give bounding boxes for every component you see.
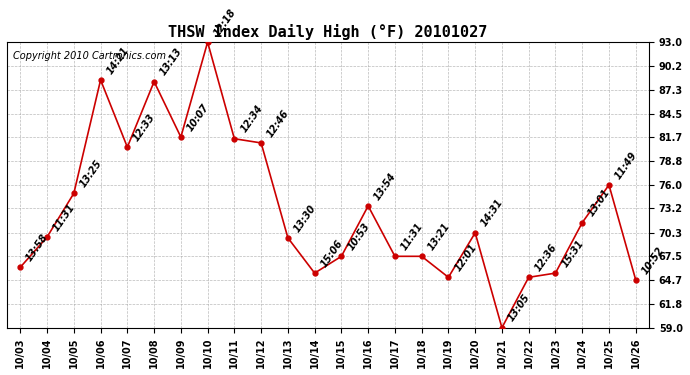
Text: 11:31: 11:31 (51, 202, 77, 233)
Title: THSW Index Daily High (°F) 20101027: THSW Index Daily High (°F) 20101027 (168, 24, 488, 40)
Text: 12:33: 12:33 (132, 112, 157, 143)
Text: 10:53: 10:53 (346, 221, 371, 252)
Text: 12:18: 12:18 (212, 7, 237, 38)
Text: 12:46: 12:46 (265, 108, 291, 139)
Text: 12:34: 12:34 (239, 104, 264, 135)
Text: 13:13: 13:13 (158, 46, 184, 78)
Text: 10:52: 10:52 (640, 244, 666, 276)
Text: 10:07: 10:07 (185, 102, 211, 133)
Text: 12:36: 12:36 (533, 242, 559, 273)
Text: 13:30: 13:30 (292, 202, 318, 234)
Text: 14:31: 14:31 (480, 198, 505, 229)
Text: 13:25: 13:25 (78, 158, 104, 189)
Text: 12:01: 12:01 (453, 242, 478, 273)
Text: 13:05: 13:05 (506, 292, 532, 324)
Text: 15:06: 15:06 (319, 238, 345, 269)
Text: 11:49: 11:49 (613, 150, 639, 181)
Text: 13:01: 13:01 (586, 188, 612, 219)
Text: 11:31: 11:31 (399, 221, 425, 252)
Text: Copyright 2010 Cartronics.com: Copyright 2010 Cartronics.com (13, 51, 166, 61)
Text: 15:31: 15:31 (560, 238, 586, 269)
Text: 13:21: 13:21 (426, 221, 452, 252)
Text: 13:58: 13:58 (24, 232, 50, 263)
Text: 13:54: 13:54 (373, 171, 398, 202)
Text: 14:21: 14:21 (105, 45, 130, 76)
